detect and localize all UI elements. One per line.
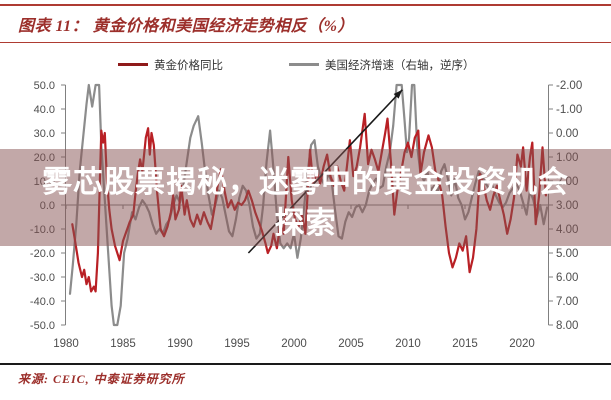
svg-text:8.00: 8.00 xyxy=(556,320,578,332)
svg-text:50.0: 50.0 xyxy=(34,80,55,92)
us-growth-line-swatch-icon xyxy=(289,63,319,66)
watermark-headline-line1: 雾芯股票揭秘，迷雾中的黄金投资机会 xyxy=(42,166,569,199)
gold-line-swatch-icon xyxy=(118,63,148,66)
svg-text:-30.0: -30.0 xyxy=(30,272,55,284)
figure-title: 图表 11： 黄金价格和美国经济走势相反（%） xyxy=(18,18,354,35)
svg-text:-40.0: -40.0 xyxy=(30,296,55,308)
svg-text:0.00: 0.00 xyxy=(556,128,578,140)
svg-text:1980: 1980 xyxy=(53,338,79,350)
svg-text:2015: 2015 xyxy=(452,338,478,350)
legend-label-us-growth: 美国经济增速（右轴，逆序） xyxy=(325,59,475,72)
watermark-headline-line2: 探索 xyxy=(274,207,337,240)
legend-item-us-growth: 美国经济增速（右轴，逆序） xyxy=(289,57,475,72)
legend-item-gold: 黄金价格同比 xyxy=(118,57,223,72)
svg-text:5.00: 5.00 xyxy=(556,248,578,260)
header-top-rule xyxy=(0,4,611,6)
legend-label-gold: 黄金价格同比 xyxy=(154,59,223,72)
svg-text:-50.0: -50.0 xyxy=(30,320,55,332)
svg-text:6.00: 6.00 xyxy=(556,272,578,284)
svg-text:2010: 2010 xyxy=(395,338,421,350)
svg-text:7.00: 7.00 xyxy=(556,296,578,308)
svg-text:1990: 1990 xyxy=(167,338,193,350)
svg-text:1995: 1995 xyxy=(224,338,250,350)
svg-text:30.0: 30.0 xyxy=(34,128,55,140)
svg-text:-2.00: -2.00 xyxy=(556,80,582,92)
svg-text:2000: 2000 xyxy=(281,338,307,350)
footer-rule xyxy=(0,363,611,365)
svg-text:-20.0: -20.0 xyxy=(30,248,55,260)
watermark-overlay-band xyxy=(0,149,611,246)
svg-text:40.0: 40.0 xyxy=(34,104,55,116)
svg-text:2005: 2005 xyxy=(338,338,364,350)
svg-text:-1.00: -1.00 xyxy=(556,104,582,116)
source-note: 来源: CEIC, 中泰证券研究所 xyxy=(18,372,185,386)
svg-text:2020: 2020 xyxy=(509,338,535,350)
svg-text:1985: 1985 xyxy=(110,338,136,350)
watermark-headline: 雾芯股票揭秘，迷雾中的黄金投资机会 探索 xyxy=(0,162,611,244)
header-underline xyxy=(0,42,611,43)
